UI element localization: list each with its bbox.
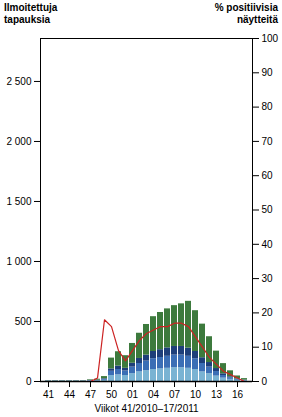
html-text:Ilmoitettuja tapauksia: Ilmoitettuja tapauksia — [4, 2, 58, 25]
html-text:% positiivisia näytteitä: % positiivisia näytteitä — [214, 2, 278, 25]
svg-text:100: 100 — [262, 33, 279, 44]
svg-text:1 000: 1 000 — [6, 256, 31, 267]
svg-text:07: 07 — [169, 389, 181, 400]
svg-text:10: 10 — [262, 341, 274, 352]
svg-text:500: 500 — [15, 316, 32, 327]
svg-text:30: 30 — [262, 273, 274, 284]
svg-text:1 500: 1 500 — [6, 196, 31, 207]
svg-text:13: 13 — [211, 389, 223, 400]
svg-text:16: 16 — [232, 389, 244, 400]
svg-text:70: 70 — [262, 136, 274, 147]
svg-text:50: 50 — [106, 389, 118, 400]
svg-text:Viikot 41/2010–17/2011: Viikot 41/2010–17/2011 — [94, 403, 199, 414]
svg-text:0: 0 — [26, 376, 32, 387]
svg-text:10: 10 — [190, 389, 202, 400]
svg-text:60: 60 — [262, 170, 274, 181]
svg-text:44: 44 — [64, 389, 76, 400]
svg-text:01: 01 — [127, 389, 139, 400]
svg-text:47: 47 — [85, 389, 97, 400]
svg-text:0: 0 — [262, 376, 268, 387]
svg-text:20: 20 — [262, 307, 274, 318]
svg-text:50: 50 — [262, 204, 274, 215]
svg-text:2 000: 2 000 — [6, 136, 31, 147]
svg-text:80: 80 — [262, 101, 274, 112]
svg-text:40: 40 — [262, 239, 274, 250]
svg-text:41: 41 — [43, 389, 55, 400]
svg-text:90: 90 — [262, 67, 274, 78]
svg-text:04: 04 — [148, 389, 160, 400]
svg-text:2 500: 2 500 — [6, 76, 31, 87]
